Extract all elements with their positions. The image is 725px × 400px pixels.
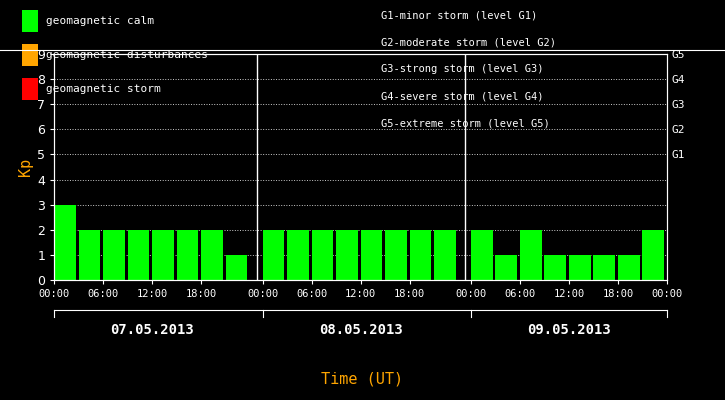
Text: G2-moderate storm (level G2): G2-moderate storm (level G2) — [381, 37, 555, 47]
Text: 07.05.2013: 07.05.2013 — [110, 323, 194, 337]
Bar — [618, 255, 639, 280]
Text: G5-extreme storm (level G5): G5-extreme storm (level G5) — [381, 119, 550, 129]
Bar — [642, 230, 664, 280]
Text: G3-strong storm (level G3): G3-strong storm (level G3) — [381, 64, 543, 74]
Text: 09.05.2013: 09.05.2013 — [527, 323, 611, 337]
Bar — [385, 230, 407, 280]
Bar — [202, 230, 223, 280]
Bar — [312, 230, 334, 280]
Text: geomagnetic calm: geomagnetic calm — [46, 16, 154, 26]
Bar — [177, 230, 199, 280]
Bar — [544, 255, 566, 280]
Bar — [569, 255, 591, 280]
Text: G1-minor storm (level G1): G1-minor storm (level G1) — [381, 10, 537, 20]
Bar — [262, 230, 284, 280]
Text: geomagnetic disturbances: geomagnetic disturbances — [46, 50, 208, 60]
Text: geomagnetic storm: geomagnetic storm — [46, 84, 161, 94]
Bar — [520, 230, 542, 280]
Bar — [226, 255, 247, 280]
Bar — [287, 230, 309, 280]
Bar — [360, 230, 382, 280]
Bar — [594, 255, 615, 280]
Bar — [495, 255, 517, 280]
Text: G4-severe storm (level G4): G4-severe storm (level G4) — [381, 92, 543, 102]
Bar — [79, 230, 101, 280]
Bar — [104, 230, 125, 280]
Y-axis label: Kp: Kp — [18, 158, 33, 176]
Bar — [54, 205, 76, 280]
Bar — [410, 230, 431, 280]
Text: Time (UT): Time (UT) — [321, 372, 404, 387]
Bar — [152, 230, 174, 280]
Bar — [434, 230, 456, 280]
Text: 08.05.2013: 08.05.2013 — [319, 323, 402, 337]
Bar — [128, 230, 149, 280]
Bar — [471, 230, 492, 280]
Bar — [336, 230, 357, 280]
